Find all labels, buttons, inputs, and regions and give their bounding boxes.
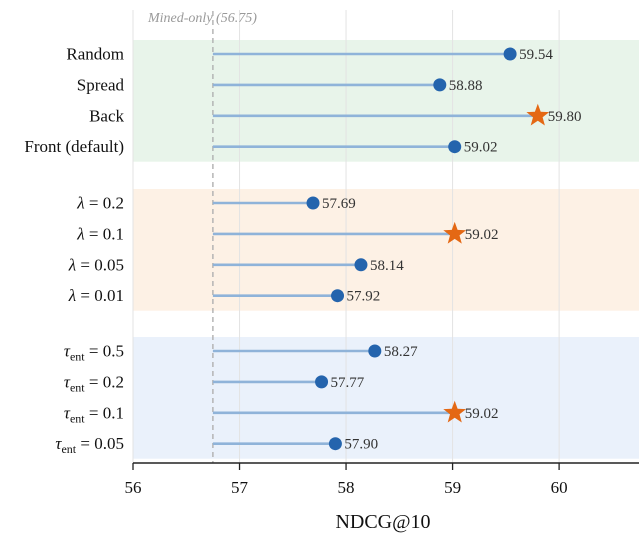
- chart-row: τent = 0.05 57.90: [55, 434, 378, 456]
- x-tick-label: 60: [551, 478, 568, 497]
- value-label: 59.02: [465, 227, 499, 243]
- chart-row: Front (default) 59.02: [24, 137, 497, 156]
- row-label: Front (default): [24, 137, 124, 156]
- data-rows: Random 59.54 Spread 58.88 Back 59.80 Front (de…: [24, 45, 581, 457]
- row-label: Spread: [77, 75, 125, 94]
- row-label: Back: [89, 106, 124, 125]
- baseline: Mined-only (56.75): [147, 11, 257, 463]
- x-tick-label: 56: [125, 478, 142, 497]
- row-label: λ = 0.1: [76, 224, 124, 243]
- group-band: [133, 189, 639, 311]
- chart-row: τent = 0.1 59.02: [64, 400, 499, 425]
- row-label: τent = 0.1: [64, 403, 124, 425]
- chart-row: λ = 0.01 57.92: [68, 286, 380, 305]
- group-bands: [133, 40, 639, 459]
- chart-row: τent = 0.5 58.27: [64, 342, 418, 364]
- value-label: 57.92: [347, 289, 381, 305]
- lollipop-dot: [448, 140, 462, 154]
- value-label: 58.88: [449, 78, 483, 94]
- row-label: λ = 0.05: [68, 255, 124, 274]
- chart-row: Back 59.80: [89, 103, 582, 126]
- x-tick-label: 59: [444, 478, 461, 497]
- baseline-label: Mined-only (56.75): [147, 11, 257, 26]
- best-star-marker: [526, 103, 550, 126]
- lollipop-dot: [354, 258, 368, 272]
- row-label: τent = 0.2: [64, 372, 124, 394]
- lollipop-dot: [328, 437, 342, 451]
- value-label: 57.77: [331, 375, 365, 391]
- chart-row: Spread 58.88: [77, 75, 483, 94]
- chart-row: λ = 0.1 59.02: [76, 221, 499, 244]
- row-label: Random: [66, 45, 124, 64]
- lollipop-dot: [433, 78, 447, 92]
- chart-row: τent = 0.2 57.77: [64, 372, 365, 394]
- value-label: 57.69: [322, 196, 356, 212]
- value-label: 59.02: [464, 140, 498, 156]
- group-band: [133, 337, 639, 459]
- row-label: λ = 0.01: [68, 286, 124, 305]
- value-label: 59.54: [519, 47, 553, 63]
- value-label: 58.14: [370, 258, 404, 274]
- lollipop-dot: [503, 47, 517, 61]
- x-tick-label: 58: [338, 478, 355, 497]
- chart-row: Random 59.54: [66, 45, 553, 64]
- x-axis-label: NDCG@10: [335, 511, 430, 533]
- value-label: 58.27: [384, 344, 418, 360]
- lollipop-dot: [368, 344, 382, 358]
- best-star-marker: [443, 400, 467, 423]
- x-axis: 56 57 58 59 60 NDCG@10: [125, 462, 639, 533]
- chart-row: λ = 0.2 57.69: [76, 194, 355, 213]
- row-label: τent = 0.05: [55, 434, 124, 456]
- value-label: 59.80: [548, 109, 582, 125]
- value-label: 59.02: [465, 406, 499, 422]
- row-label: τent = 0.5: [64, 342, 124, 364]
- group-band: [133, 40, 639, 162]
- best-star-marker: [443, 221, 467, 244]
- value-label: 57.90: [344, 437, 378, 453]
- x-axis-ticks: 56 57 58 59 60: [125, 463, 568, 497]
- x-tick-label: 57: [231, 478, 249, 497]
- chart-row: λ = 0.05 58.14: [68, 255, 404, 274]
- lollipop-dot: [331, 289, 345, 303]
- lollipop-dot: [306, 196, 320, 210]
- row-label: λ = 0.2: [76, 194, 124, 213]
- lollipop-dot: [315, 375, 329, 389]
